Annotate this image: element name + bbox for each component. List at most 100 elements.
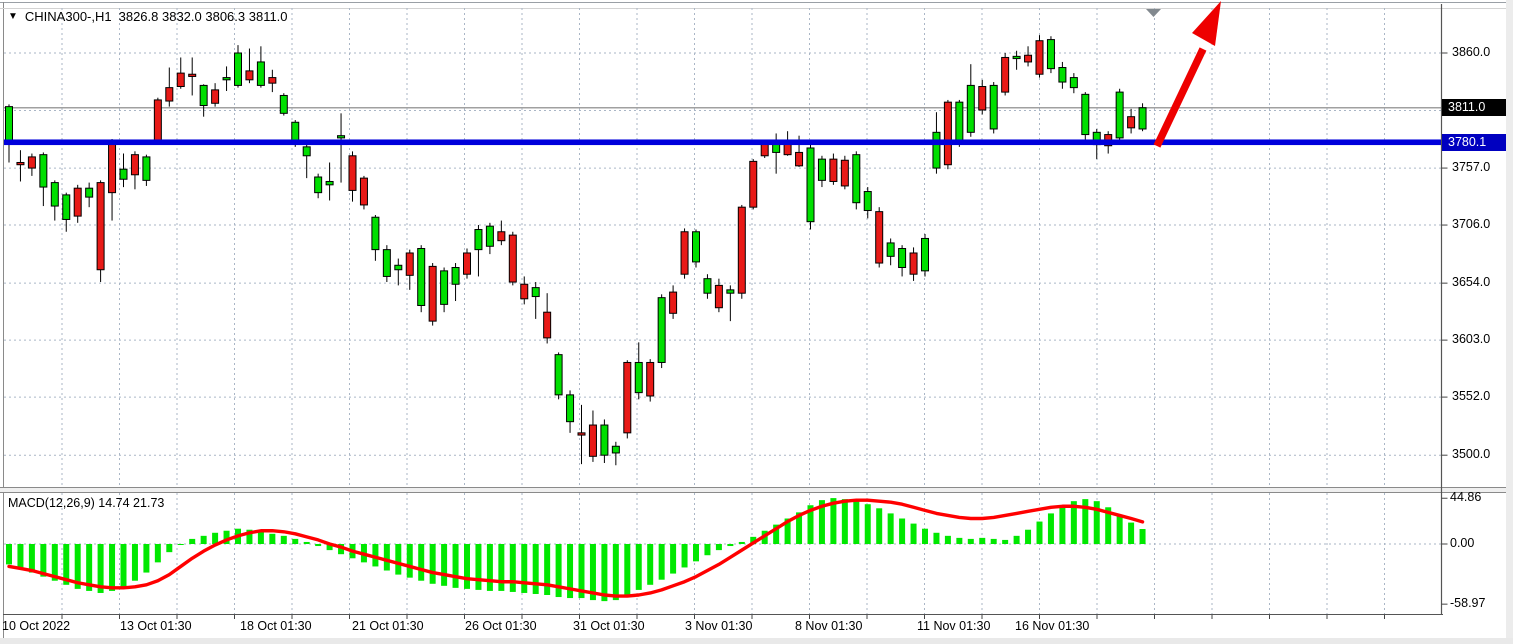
trend-arrow-shaft[interactable] [1153,47,1207,148]
macd-tick-label: -58.97 [1450,596,1486,611]
macd-histogram-bar [1013,535,1020,544]
macd-histogram-bar [521,544,528,593]
bar-marker-icon [1146,9,1161,17]
price-tick-label: 3552.0 [1452,389,1491,404]
macd-histogram-bar [1036,521,1043,544]
candle-body [5,106,13,143]
candle-body [359,177,368,206]
macd-histogram-bar [109,544,116,591]
candle-body [268,77,277,84]
candle-body [749,160,758,208]
candle-body [852,154,861,204]
candle-body [188,73,197,77]
support-line[interactable] [4,139,1442,146]
macd-histogram-bar [1059,506,1066,544]
macd-histogram-bar [406,544,413,578]
price-tick-label: 3860.0 [1452,45,1491,59]
macd-histogram-bar [1116,515,1123,544]
macd-histogram-bar [280,535,287,544]
macd-histogram-bar [452,544,459,588]
macd-histogram-bar [990,538,997,544]
candle-body [279,94,288,114]
price-tick-label: 3757.0 [1452,160,1491,175]
macd-histogram-bar [326,544,333,551]
candle-body [451,267,460,285]
candle-body [108,141,117,194]
macd-histogram-bar [899,518,906,544]
macd-histogram-bar [1070,501,1077,544]
macd-histogram-bar [830,498,837,544]
candle-body [417,248,426,306]
macd-histogram-bar [1002,539,1009,544]
time-tick-label: 16 Nov 01:30 [1015,619,1090,633]
support-level-badge: 3780.1 [1442,133,1506,151]
candle-body [73,187,82,217]
time-tick-label: 31 Oct 01:30 [573,619,645,633]
candle-body [1024,54,1033,63]
candle-body [543,311,552,339]
candle-body [623,361,632,434]
ohlc-readout: 3826.8 3832.0 3806.3 3811.0 [118,9,288,24]
macd-histogram-bar [532,544,539,594]
candle-body [611,445,620,454]
time-tick-label: 8 Nov 01:30 [795,619,863,633]
macd-histogram-bar [864,504,871,544]
macd-histogram-bar [315,544,322,547]
candle-body [440,270,449,305]
macd-histogram-bar [647,544,654,585]
macd-histogram-bar [303,541,310,544]
macd-histogram-bar [635,544,642,590]
macd-histogram-bar [807,505,814,544]
candle-body [234,52,242,86]
macd-histogram-bar [383,544,390,571]
panel-separator[interactable] [0,487,1513,493]
candle-body [577,432,586,436]
candle-body [371,216,380,251]
macd-histogram-bar [51,544,58,581]
candle-body [1046,39,1055,70]
symbol-dropdown-icon[interactable]: ▼ [8,11,18,22]
macd-histogram-bar [292,538,299,544]
candle-body [703,278,712,294]
candle-body [909,252,918,275]
macd-histogram-bar [40,544,47,577]
macd-histogram-bar [1025,529,1032,544]
candle-body [817,158,826,181]
trend-arrow-head[interactable] [1192,1,1221,46]
macd-histogram-bar [429,544,436,584]
candle-body [566,394,575,423]
macd-histogram-bar [338,544,345,555]
macd-histogram-bar [1105,507,1112,544]
candle-body [405,252,414,276]
candle-body [176,72,185,88]
candle-body [657,297,666,363]
candle-body [50,182,59,207]
macd-histogram-bar [601,544,608,602]
macd-histogram-bar [922,528,928,544]
candle-body [428,265,437,322]
candle-body [394,264,403,271]
candle-body [875,211,884,264]
macd-histogram-bar [818,500,825,544]
time-tick-label: 3 Nov 01:30 [685,619,753,633]
candle-body [302,146,311,157]
price-tick-label: 3500.0 [1452,447,1491,462]
candle-body [96,182,105,271]
macd-histogram-bar [853,501,860,544]
macd-histogram-bar [681,544,688,568]
macd-signal-line [7,498,1145,598]
candle-body [337,135,346,139]
candle-body [1058,67,1067,83]
candle-body [1138,107,1147,130]
macd-histogram-bar [784,518,791,544]
candle-body [726,289,735,294]
candle-body [795,151,804,167]
macd-histogram-bar [509,544,516,592]
candle-body [142,156,151,181]
macd-histogram-bar [177,544,184,545]
candle-body [1001,56,1010,93]
candle-body [314,176,323,194]
macd-indicator-label: MACD(12,26,9) 14.74 21.73 [8,496,165,510]
